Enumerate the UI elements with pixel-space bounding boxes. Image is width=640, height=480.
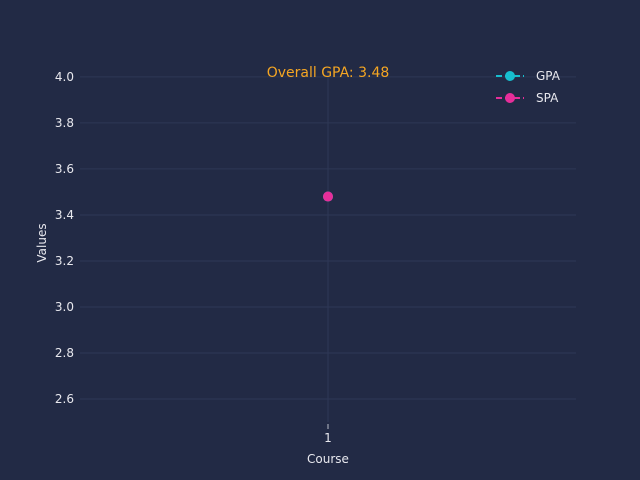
legend-label-gpa: GPA	[536, 69, 561, 83]
y-tick-label: 3.8	[55, 116, 74, 130]
y-tick-label: 4.0	[55, 70, 74, 84]
data-point-spa	[323, 191, 333, 202]
y-tick-label: 2.8	[55, 346, 74, 360]
legend: GPA SPA	[496, 69, 561, 105]
legend-label-spa: SPA	[536, 91, 559, 105]
x-axis-label: Course	[307, 452, 349, 466]
y-tick-label: 2.6	[55, 392, 74, 406]
x-axis-ticks: 1	[324, 424, 332, 445]
y-tick-label: 3.4	[55, 208, 74, 222]
legend-marker-gpa	[505, 71, 515, 81]
annotation: Overall GPA: 3.48	[267, 65, 390, 81]
y-tick-label: 3.0	[55, 300, 74, 314]
y-tick-label: 3.2	[55, 254, 74, 268]
grid	[80, 70, 576, 422]
y-axis-label: Values	[35, 223, 49, 262]
y-axis-ticks: 2.6 2.8 3.0 3.2 3.4 3.6 3.8 4.0	[55, 70, 74, 406]
x-tick-label: 1	[324, 431, 332, 445]
data-points	[323, 191, 333, 202]
y-tick-label: 3.6	[55, 162, 74, 176]
legend-marker-spa	[505, 93, 515, 103]
